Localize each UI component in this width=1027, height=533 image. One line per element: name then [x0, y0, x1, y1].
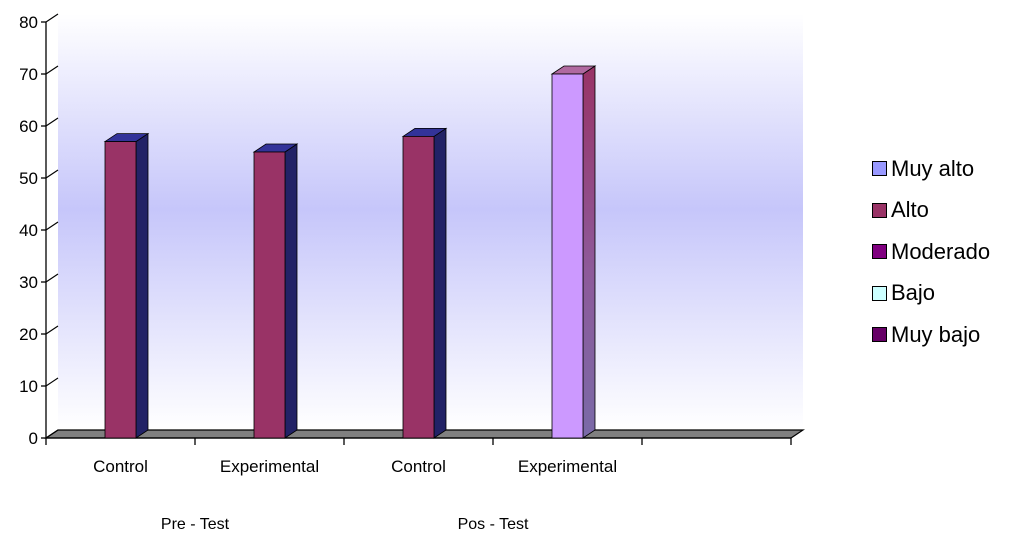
category-label: Experimental — [220, 457, 319, 476]
y-tick-label: 40 — [19, 221, 38, 240]
bar — [253, 151, 286, 439]
y-tick-depth — [45, 65, 59, 75]
group-label: Pos - Test — [458, 516, 529, 533]
y-tick-depth — [45, 117, 59, 127]
category-label: Control — [391, 457, 446, 476]
legend: Muy alto Alto Moderado Bajo Muy bajo — [872, 148, 1022, 356]
legend-item: Alto — [872, 190, 1022, 232]
y-tick-depth — [45, 13, 59, 23]
legend-swatch — [872, 244, 887, 260]
y-tick-depth — [45, 377, 59, 387]
legend-label: Moderado — [891, 238, 991, 264]
legend-swatch — [872, 202, 887, 218]
y-tick-label: 20 — [19, 325, 38, 344]
y-tick-depth — [45, 273, 59, 283]
legend-label: Muy alto — [891, 155, 975, 181]
bars — [103, 65, 597, 439]
y-tick-label: 10 — [19, 377, 38, 396]
y-tick-depth — [45, 221, 59, 231]
legend-item: Bajo — [872, 273, 1022, 315]
legend-label: Alto — [891, 197, 929, 223]
y-tick-label: 70 — [19, 65, 38, 84]
category-label: Control — [93, 457, 148, 476]
y-tick-depth — [45, 169, 59, 179]
category-label: Experimental — [518, 457, 617, 476]
legend-item: Muy bajo — [872, 314, 1022, 356]
y-tick-label: 30 — [19, 273, 38, 292]
y-tick-depth — [45, 325, 59, 335]
legend-swatch — [872, 161, 887, 177]
legend-label: Muy bajo — [891, 321, 981, 347]
legend-swatch — [872, 285, 887, 301]
bar-side — [284, 143, 298, 439]
y-tick-label: 60 — [19, 117, 38, 136]
legend-label: Bajo — [891, 280, 936, 306]
y-tick-label: 0 — [29, 429, 38, 448]
bar-side — [582, 65, 596, 439]
labels: 0 10 20 30 40 50 60 70 80 Control Experimental Cont… — [19, 13, 617, 533]
bar — [551, 73, 584, 439]
y-tick-label: 80 — [19, 13, 38, 32]
legend-item: Muy alto — [872, 148, 1022, 190]
y-tick-label: 50 — [19, 169, 38, 188]
bar — [104, 141, 137, 439]
legend-item: Moderado — [872, 231, 1022, 273]
legend-swatch — [872, 327, 887, 343]
bar-side — [135, 132, 149, 439]
bar-side — [433, 127, 447, 439]
group-label: Pre - Test — [161, 516, 230, 533]
bar — [402, 135, 435, 439]
y-tick-depth — [45, 429, 59, 439]
